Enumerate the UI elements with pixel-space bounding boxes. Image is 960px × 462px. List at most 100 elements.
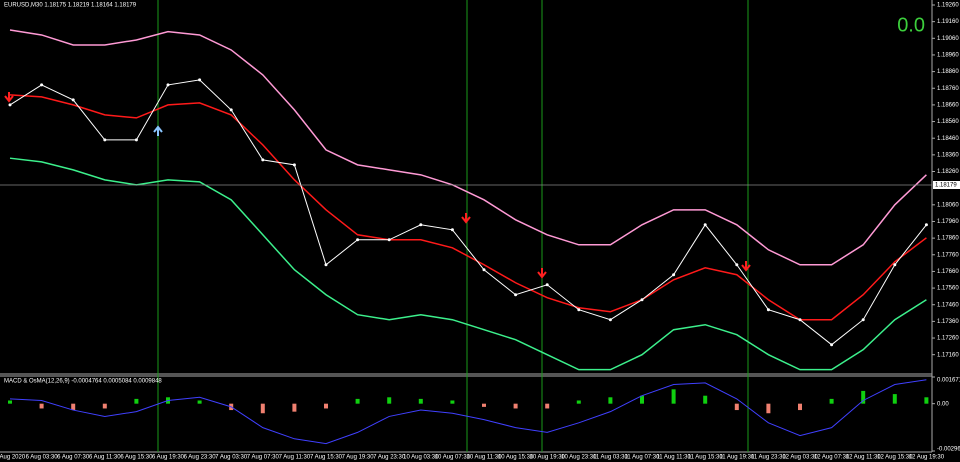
x-tick-label: 10 Aug 15:30 bbox=[498, 455, 534, 461]
price-point bbox=[482, 268, 486, 272]
macd-title: MACD & OsMA(12,26,9) -0.0004764 0.000508… bbox=[4, 379, 162, 385]
price-point bbox=[608, 318, 612, 322]
x-tick-label: 12 Aug 11:30 bbox=[846, 455, 882, 461]
histogram-bar bbox=[134, 398, 139, 404]
price-point bbox=[545, 283, 549, 287]
histogram-bar bbox=[102, 403, 107, 409]
x-tick-label: 10 Aug 07:30 bbox=[435, 455, 471, 461]
price-point bbox=[419, 223, 423, 227]
histogram-bar bbox=[798, 403, 802, 411]
y-tick-label: 1.17360 bbox=[937, 319, 959, 325]
y-tick-label: 1.17960 bbox=[937, 219, 959, 225]
histogram-bar bbox=[545, 403, 550, 409]
price-point bbox=[450, 228, 454, 232]
histogram-bar bbox=[197, 400, 202, 404]
price-point bbox=[8, 103, 12, 107]
histogram-bar bbox=[513, 403, 518, 409]
sell-arrow bbox=[4, 92, 14, 103]
y-tick-label: 1.18560 bbox=[937, 119, 959, 125]
y-tick-label: 1.17260 bbox=[937, 336, 959, 342]
price-point bbox=[198, 78, 202, 82]
y-tick-label: 0.00 bbox=[937, 401, 949, 407]
histogram-bar bbox=[324, 403, 328, 409]
x-tick-label: 7 Aug 23:30 bbox=[373, 455, 406, 461]
x-tick-label: 6 Aug 11:30 bbox=[89, 455, 121, 461]
price-point bbox=[766, 308, 770, 312]
x-tick-label: 7 Aug 19:30 bbox=[342, 455, 375, 461]
price-point bbox=[261, 158, 265, 162]
histogram-bar bbox=[671, 389, 676, 404]
x-tick-label: 6 Aug 15:30 bbox=[120, 455, 153, 461]
x-tick-label: 6 Aug 23:30 bbox=[184, 455, 217, 461]
x-tick-label: 11 Aug 07:30 bbox=[625, 455, 661, 461]
histogram-bar bbox=[576, 400, 581, 404]
y-tick-label: 1.18660 bbox=[937, 102, 959, 108]
y-tick-label: 1.18060 bbox=[937, 202, 959, 208]
histogram-bar bbox=[418, 398, 423, 404]
histogram-bar bbox=[482, 403, 486, 407]
price-point bbox=[861, 318, 865, 322]
series-line bbox=[9, 29, 927, 266]
x-tick-label: 12 Aug 15:30 bbox=[877, 455, 913, 461]
x-tick-label: 11 Aug 11:30 bbox=[656, 455, 691, 461]
histogram-bar bbox=[892, 394, 897, 404]
price-point bbox=[798, 318, 802, 322]
x-tick-label: 10 Aug 19:30 bbox=[530, 455, 566, 461]
y-tick-label: 1.19260 bbox=[937, 3, 959, 9]
histogram-bar bbox=[861, 390, 866, 404]
price-point bbox=[640, 298, 644, 302]
x-tick-label: 7 Aug 15:30 bbox=[310, 455, 343, 461]
x-tick-label: 12 Aug 03:30 bbox=[782, 455, 818, 461]
x-tick-label: 6 Aug 03:30 bbox=[26, 455, 59, 461]
histogram-bar bbox=[387, 397, 392, 404]
series-line bbox=[9, 94, 927, 321]
histogram-bar bbox=[39, 403, 44, 409]
buy-arrow bbox=[153, 125, 163, 136]
price-point bbox=[103, 138, 107, 142]
x-tick-label: 10 Aug 23:30 bbox=[561, 455, 597, 461]
macd-line bbox=[9, 379, 927, 445]
y-tick-label: 1.18760 bbox=[937, 86, 959, 92]
x-tick-label: 10 Aug 11:30 bbox=[467, 455, 503, 461]
y-tick-label: 1.17860 bbox=[937, 236, 959, 242]
sell-arrow bbox=[537, 268, 547, 279]
current-price-label: 1.18179 bbox=[935, 183, 957, 189]
price-point bbox=[672, 273, 676, 277]
separators bbox=[157, 0, 749, 452]
price-point bbox=[514, 293, 518, 297]
x-tick-label: 11 Aug 23:30 bbox=[751, 455, 787, 461]
y-tick-label: 1.18360 bbox=[937, 152, 959, 158]
series-line bbox=[9, 157, 927, 371]
x-tick-label: 12 Aug 19:30 bbox=[909, 455, 945, 461]
price-point bbox=[356, 238, 360, 242]
y-tick-label: 0.0016716 bbox=[937, 378, 960, 384]
price-point bbox=[703, 223, 707, 227]
x-tick-label: 7 Aug 07:30 bbox=[247, 455, 280, 461]
current-price-box bbox=[933, 181, 960, 190]
histogram-bar bbox=[766, 403, 771, 414]
price-point bbox=[40, 83, 44, 87]
x-tick-label: 6 Aug 07:30 bbox=[57, 455, 90, 461]
y-tick-label: 1.19160 bbox=[937, 19, 959, 25]
x-tick-label: 11 Aug 19:30 bbox=[719, 455, 755, 461]
y-tick-label: 1.17460 bbox=[937, 302, 959, 308]
y-tick-label: 1.17660 bbox=[937, 269, 959, 275]
x-tick-label: 6 Aug 19:30 bbox=[152, 455, 185, 461]
histogram-bar bbox=[450, 400, 455, 404]
histogram-bar bbox=[640, 395, 644, 404]
histogram-bar bbox=[8, 400, 12, 404]
price-point bbox=[830, 343, 834, 347]
y-tick-label: 1.19060 bbox=[937, 36, 959, 42]
y-tick-label: 1.18260 bbox=[937, 169, 959, 175]
x-tick-label: 5 Aug 2020 bbox=[0, 455, 26, 461]
x-tick-label: 11 Aug 03:30 bbox=[593, 455, 629, 461]
histogram-bar bbox=[924, 397, 929, 404]
chart-title: EURUSD,M30 1.18175 1.18219 1.18164 1.181… bbox=[4, 3, 137, 9]
sell-arrow bbox=[741, 261, 751, 272]
annotation: 0.0 bbox=[897, 14, 925, 36]
histogram-bar bbox=[608, 397, 613, 404]
histogram-bar bbox=[734, 403, 739, 411]
